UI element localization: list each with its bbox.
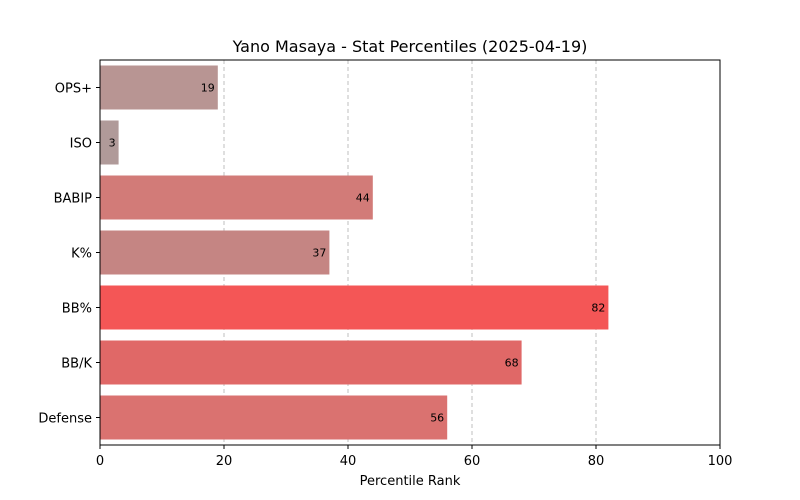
- x-tick-label: 80: [588, 454, 605, 469]
- chart-title: Yano Masaya - Stat Percentiles (2025-04-…: [232, 37, 588, 56]
- bar: [100, 120, 119, 165]
- bar-value-label: 44: [356, 192, 370, 205]
- y-tick-label: OPS+: [55, 82, 92, 97]
- bar: [100, 175, 373, 220]
- y-axis: OPS+ ISO BABIP K% BB% BB/K Defense: [38, 82, 100, 427]
- y-tick-label: K%: [71, 247, 92, 262]
- bars: 19 3 44 37 82 68 56: [100, 65, 609, 440]
- bar-value-label: 68: [505, 357, 519, 370]
- bar-value-label: 56: [430, 412, 444, 425]
- x-axis: 0 20 40 60 80 100: [96, 445, 733, 469]
- bar: [100, 230, 330, 275]
- bar-value-label: 37: [312, 247, 326, 260]
- y-tick-label: BB/K: [61, 357, 92, 372]
- bar-value-label: 19: [201, 82, 215, 95]
- y-tick-label: BABIP: [54, 192, 93, 207]
- x-tick-label: 20: [216, 454, 233, 469]
- x-tick-label: 0: [96, 454, 104, 469]
- bar: [100, 340, 522, 385]
- bar: [100, 65, 218, 110]
- bar-value-label: 3: [109, 137, 116, 150]
- x-axis-label: Percentile Rank: [360, 474, 461, 489]
- y-tick-label: ISO: [70, 137, 92, 152]
- x-tick-label: 100: [708, 454, 733, 469]
- bar: [100, 285, 609, 330]
- bar: [100, 395, 448, 440]
- y-tick-label: BB%: [62, 302, 92, 317]
- y-tick-label: Defense: [38, 412, 92, 427]
- bar-value-label: 82: [591, 302, 605, 315]
- x-tick-label: 40: [340, 454, 357, 469]
- x-tick-label: 60: [464, 454, 481, 469]
